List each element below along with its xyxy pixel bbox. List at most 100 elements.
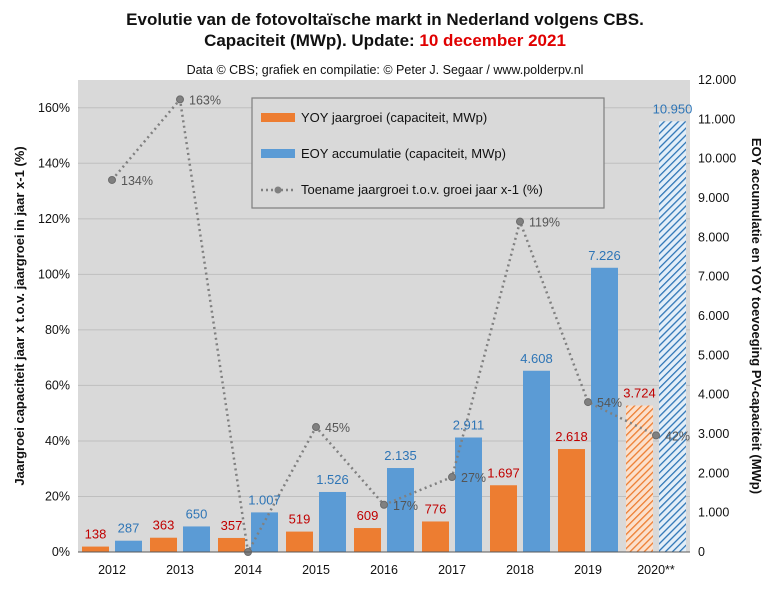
label-growth: 119%	[529, 216, 560, 230]
legend-swatch-orange	[261, 113, 295, 122]
right-tick-label: 12.000	[698, 73, 736, 87]
right-axis-ticks: 0 1.000 2.000 3.000 4.000 5.000 6.000 7.000 8.00…	[698, 73, 736, 559]
category-labels: 2012 2013 2014 2015 2016 2017 2018 2019 2020**	[98, 563, 675, 577]
legend: YOY jaargroei (capaciteit, MWp) EOY accu…	[251, 97, 605, 209]
bar-eoy	[523, 370, 550, 552]
left-tick-label: 160%	[38, 101, 70, 115]
chart-subtitle: Data © CBS; grafiek en compilatie: © Pet…	[187, 63, 584, 77]
bar-yoy	[422, 521, 449, 552]
chart-title-line2-prefix: Capaciteit (MWp). Update:	[204, 31, 419, 50]
bar-eoy	[455, 437, 482, 552]
label-yoy: 363	[153, 518, 175, 533]
bar-yoy	[490, 485, 517, 552]
right-tick-label: 3.000	[698, 427, 729, 441]
category-label: 2018	[506, 563, 534, 577]
right-tick-label: 0	[698, 545, 705, 559]
label-yoy: 3.724	[623, 386, 656, 401]
bars-orange	[82, 405, 653, 552]
legend-swatch-blue	[261, 149, 295, 158]
right-tick-label: 5.000	[698, 348, 729, 362]
legend-box	[251, 97, 605, 209]
chart-title-line2: Capaciteit (MWp). Update: 10 december 20…	[204, 31, 566, 50]
y-axis-title-left: Jaargroei capaciteit jaar x t.o.v. jaarg…	[12, 146, 27, 485]
left-tick-label: 20%	[45, 489, 70, 503]
label-yoy: 609	[357, 508, 379, 523]
growth-point	[652, 431, 660, 440]
growth-point	[448, 473, 456, 482]
right-tick-label: 9.000	[698, 191, 729, 205]
bar-yoy	[286, 531, 313, 552]
label-eoy: 287	[118, 521, 140, 536]
bar-yoy	[150, 537, 177, 552]
bar-yoy	[626, 405, 653, 552]
left-axis-ticks: 0% 20% 40% 60% 80% 100% 120% 140% 160%	[38, 101, 70, 559]
bar-eoy	[251, 512, 278, 552]
growth-point	[380, 500, 388, 509]
right-tick-label: 6.000	[698, 309, 729, 323]
bar-yoy	[218, 537, 245, 552]
label-eoy: 2.135	[384, 448, 417, 463]
label-eoy: 10.950	[653, 101, 693, 116]
label-eoy: 2.911	[453, 418, 485, 433]
label-eoy: 1.007	[248, 492, 281, 507]
label-yoy: 138	[85, 527, 107, 542]
category-label: 2017	[438, 563, 466, 577]
label-eoy: 650	[186, 506, 208, 521]
right-tick-label: 1.000	[698, 506, 729, 520]
right-tick-label: 4.000	[698, 388, 729, 402]
category-label: 2012	[98, 563, 126, 577]
left-tick-label: 0%	[52, 545, 70, 559]
label-yoy: 357	[221, 518, 243, 533]
bars-blue	[115, 121, 686, 553]
legend-label-orange: YOY jaargroei (capaciteit, MWp)	[301, 110, 487, 125]
chart-title-line1: Evolutie van de fotovoltaïsche markt in …	[126, 10, 644, 29]
label-growth: 134%	[121, 174, 153, 188]
label-yoy: 519	[289, 512, 311, 527]
left-tick-label: 40%	[45, 434, 70, 448]
category-label: 2014	[234, 563, 262, 577]
category-label: 2013	[166, 563, 194, 577]
label-eoy: 7.226	[588, 248, 621, 263]
value-labels: 138 363 357 519 609 776 1.697 2.618 3.724 287 650 1…	[85, 93, 693, 541]
label-growth: 45%	[325, 421, 350, 435]
bar-yoy	[354, 528, 381, 552]
growth-point	[312, 423, 320, 432]
bar-eoy	[319, 491, 346, 552]
label-growth: 42%	[665, 429, 690, 443]
label-growth: 163%	[189, 93, 221, 107]
growth-point	[516, 217, 524, 226]
growth-point	[584, 398, 592, 407]
category-label: 2016	[370, 563, 398, 577]
left-tick-label: 80%	[45, 323, 70, 337]
legend-label-blue: EOY accumulatie (capaciteit, MWp)	[301, 146, 506, 161]
growth-point	[176, 95, 184, 104]
left-tick-label: 100%	[38, 267, 70, 281]
label-growth: 17%	[393, 499, 418, 513]
label-growth: 27%	[461, 471, 486, 485]
label-growth: 54%	[597, 396, 622, 410]
label-eoy: 1.526	[316, 472, 349, 487]
label-yoy: 2.618	[555, 429, 588, 444]
left-tick-label: 120%	[38, 212, 70, 226]
category-label: 2015	[302, 563, 330, 577]
bar-eoy	[387, 468, 414, 552]
bar-eoy	[591, 267, 618, 552]
bar-eoy	[115, 540, 142, 552]
right-tick-label: 7.000	[698, 270, 729, 284]
right-tick-label: 10.000	[698, 152, 736, 166]
growth-point	[108, 175, 116, 184]
left-tick-label: 60%	[45, 378, 70, 392]
legend-line-marker	[274, 186, 282, 194]
label-yoy: 776	[425, 501, 447, 516]
bar-eoy	[659, 121, 686, 553]
growth-line	[108, 95, 660, 556]
bar-yoy	[82, 546, 109, 552]
category-label: 2019	[574, 563, 602, 577]
right-tick-label: 8.000	[698, 230, 729, 244]
right-tick-label: 11.000	[698, 112, 735, 126]
label-eoy: 4.608	[520, 351, 553, 366]
left-tick-label: 140%	[38, 156, 70, 170]
legend-label-line: Toename jaargroei t.o.v. groei jaar x-1 …	[301, 182, 543, 197]
bar-yoy	[558, 449, 585, 552]
